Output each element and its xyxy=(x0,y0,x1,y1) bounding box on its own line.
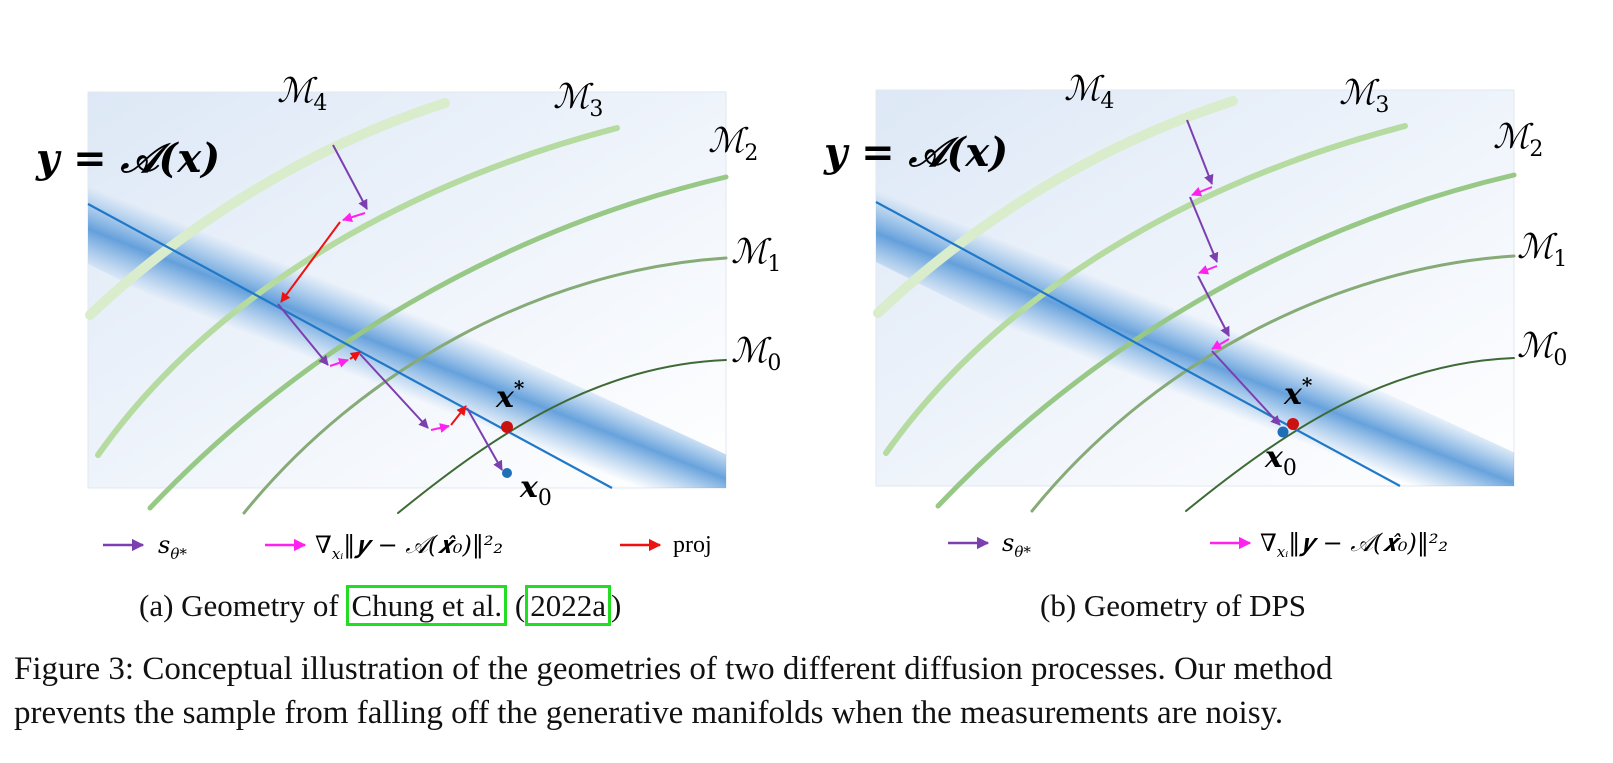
subcaption-b: (b) Geometry of DPS xyxy=(1040,588,1307,623)
manifold-label-m1: ℳ1 xyxy=(731,232,781,277)
score-arrow xyxy=(1186,119,1214,185)
score-arrow xyxy=(1197,275,1230,337)
manifold-label-m2: ℳ2 xyxy=(1493,117,1543,162)
legend-a: sθ* ∇xᵢ‖𝒚 − 𝒜(𝒙̂₀)‖²₂ proj xyxy=(103,531,712,563)
score-arrow xyxy=(359,353,429,429)
score-arrow xyxy=(332,144,368,210)
x-star-point xyxy=(1287,418,1299,430)
legend-b: sθ* ∇xᵢ‖𝒚 − 𝒜(𝒙̂₀)‖²₂ xyxy=(948,529,1448,561)
manifold-m4-curve xyxy=(85,98,450,320)
legend-score-label: sθ* xyxy=(1002,529,1031,561)
gradient-arrow xyxy=(329,358,349,368)
equation-label: 𝒚 = 𝒜(𝒙) xyxy=(35,135,220,182)
manifold-m3-curve xyxy=(95,125,620,458)
equation-label: 𝒚 = 𝒜(𝒙) xyxy=(823,129,1008,176)
legend-projection-label: proj xyxy=(673,532,712,558)
score-arrow xyxy=(277,303,329,366)
legend-gradient-label: ∇xᵢ‖𝒚 − 𝒜(𝒙̂₀)‖²₂ xyxy=(315,531,503,563)
legend-score-label: sθ* xyxy=(158,531,187,563)
subcaption-a: (a) Geometry of Chung et al. (2022a) xyxy=(139,585,622,626)
x-star-point xyxy=(501,421,513,433)
citation-link-author[interactable]: Chung et al. xyxy=(346,585,508,626)
gradient-arrow xyxy=(1191,186,1213,197)
manifold-m2-curve xyxy=(935,172,1517,509)
manifold-m0-curve xyxy=(1185,357,1515,512)
caption-line-2: prevents the sample from falling off the… xyxy=(14,695,1284,731)
manifold-label-m3: ℳ3 xyxy=(553,77,603,122)
gradient-arrow xyxy=(430,423,450,433)
score-arrow xyxy=(1211,350,1281,426)
legend-gradient-label: ∇xᵢ‖𝒚 − 𝒜(𝒙̂₀)‖²₂ xyxy=(1260,529,1448,561)
projection-arrow xyxy=(349,351,361,362)
measurement-line xyxy=(87,203,613,489)
manifold-label-m0: ℳ0 xyxy=(1517,326,1567,371)
manifold-m2-curve xyxy=(147,174,729,511)
panel-b: 𝒚 = 𝒜(𝒙) ℳ4 ℳ3 ℳ2 ℳ1 ℳ0 𝒙* 𝒙0 sθ* ∇xᵢ‖𝒚 … xyxy=(823,69,1567,561)
x-zero-point xyxy=(1277,426,1289,438)
x-zero-label: 𝒙0 xyxy=(1264,440,1297,481)
manifold-m4-curve xyxy=(873,96,1238,318)
x-zero-label: 𝒙0 xyxy=(519,470,552,511)
score-arrow xyxy=(1189,196,1219,263)
gradient-arrow xyxy=(1211,338,1230,350)
manifold-m0-curve xyxy=(397,359,727,514)
x-star-label: 𝒙* xyxy=(495,376,525,415)
projection-arrow xyxy=(280,221,341,303)
subcaption-a-prefix: (a) Geometry of xyxy=(139,588,347,623)
manifold-label-m0: ℳ0 xyxy=(731,331,781,376)
x-star-label: 𝒙* xyxy=(1283,373,1313,412)
measurement-band xyxy=(876,158,1514,486)
manifold-label-m4: ℳ4 xyxy=(277,71,327,116)
manifold-m1-curve xyxy=(242,256,728,515)
subcaption-a-paren: ( xyxy=(507,588,526,623)
manifold-m3-curve xyxy=(883,123,1408,456)
manifold-m1-curve xyxy=(1030,254,1516,513)
manifold-label-m4: ℳ4 xyxy=(1064,69,1114,114)
citation-link-year[interactable]: 2022a xyxy=(525,585,611,626)
gradient-arrow xyxy=(1198,265,1218,275)
panel-a: 𝒚 = 𝒜(𝒙) ℳ4 ℳ3 ℳ2 ℳ1 ℳ0 𝒙* 𝒙0 sθ* ∇xᵢ‖𝒚 … xyxy=(35,71,781,563)
caption-line-1: Figure 3: Conceptual illustration of the… xyxy=(14,651,1333,687)
x-zero-point xyxy=(502,468,512,478)
measurement-band xyxy=(88,160,726,488)
gradient-arrow xyxy=(342,212,366,223)
measurement-line xyxy=(875,201,1401,487)
manifold-label-m2: ℳ2 xyxy=(708,121,758,166)
subcaption-a-paren-close: ) xyxy=(610,588,622,623)
figure-panels: 𝒚 = 𝒜(𝒙) ℳ4 ℳ3 ℳ2 ℳ1 ℳ0 𝒙* 𝒙0 sθ* ∇xᵢ‖𝒚 … xyxy=(35,69,1567,563)
score-arrow xyxy=(466,407,503,471)
figure-caption: Figure 3: Conceptual illustration of the… xyxy=(14,647,1604,735)
manifold-label-m3: ℳ3 xyxy=(1339,73,1389,118)
manifold-label-m1: ℳ1 xyxy=(1517,227,1567,272)
projection-arrow xyxy=(450,405,467,426)
